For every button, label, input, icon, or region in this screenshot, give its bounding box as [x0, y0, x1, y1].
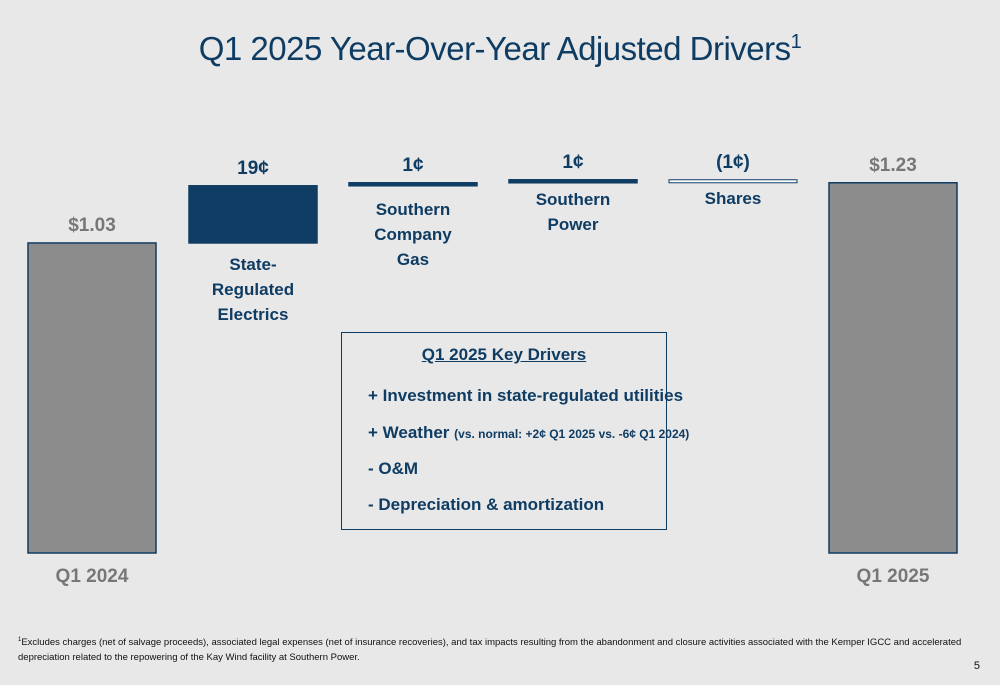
category-label: Q1 2024	[56, 566, 129, 587]
footnote: 1Excludes charges (net of salvage procee…	[18, 637, 962, 664]
category-label-line: Southern	[536, 190, 611, 209]
category-label: Southern Power	[536, 190, 611, 234]
total-bar	[828, 182, 958, 554]
key-driver-item: + Investment in state-regulated utilitie…	[368, 386, 684, 405]
key-drivers-box: Q1 2025 Key Drivers + Investment in stat…	[341, 332, 689, 530]
value-label: (1¢)	[716, 152, 750, 173]
category-label-line: Southern	[376, 200, 451, 219]
increase-bar	[348, 182, 478, 187]
increase-bar	[508, 179, 638, 184]
category-label-line: Shares	[705, 189, 762, 208]
value-label: 1¢	[402, 155, 424, 176]
key-driver-item: - Depreciation & amortization	[368, 495, 605, 514]
category-label: State- Regulated Electrics	[212, 255, 294, 324]
page-title: Q1 2025 Year-Over-Year Adjusted Drivers1	[198, 30, 802, 67]
value-label: $1.23	[869, 155, 917, 176]
value-label: $1.03	[68, 215, 116, 236]
category-label-line: Power	[547, 215, 598, 234]
category-label: Q1 2025	[857, 566, 930, 587]
key-driver-item: - O&M	[368, 459, 419, 478]
value-label: 19¢	[237, 158, 269, 179]
key-drivers-title: Q1 2025 Key Drivers	[421, 345, 587, 364]
increase-bar	[188, 185, 318, 244]
key-driver-item: + Weather (vs. normal: +2¢ Q1 2025 vs. -…	[368, 423, 690, 442]
category-label: Shares	[705, 189, 762, 208]
category-label-line: Q1 2024	[56, 566, 129, 587]
decrease-bar	[668, 179, 798, 184]
category-label-line: Gas	[397, 250, 429, 269]
category-label-line: Q1 2025	[857, 566, 930, 587]
page-number: 5	[973, 660, 980, 672]
total-bar	[27, 242, 157, 554]
category-label-line: Regulated	[212, 280, 294, 299]
category-label: Southern Company Gas	[374, 200, 452, 269]
category-label-line: Company	[374, 225, 452, 244]
category-label-line: Electrics	[218, 305, 289, 324]
value-label: 1¢	[562, 152, 584, 173]
category-label-line: State-	[229, 255, 276, 274]
